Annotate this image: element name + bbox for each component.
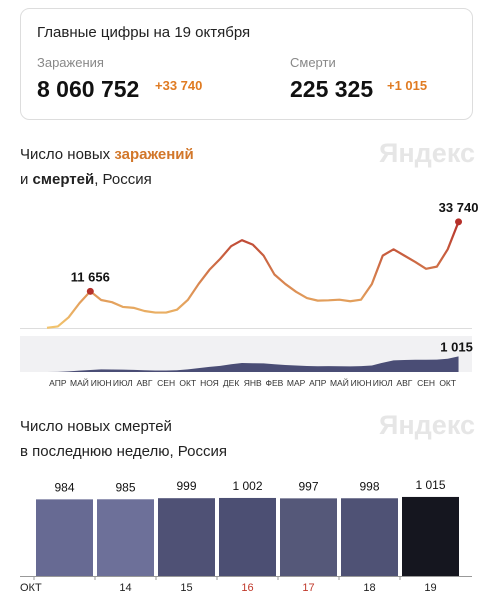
value-label: 984 bbox=[54, 480, 74, 494]
chart-title: Число новых заражений bbox=[20, 146, 194, 163]
bar bbox=[97, 499, 154, 576]
bar bbox=[36, 499, 93, 576]
point bbox=[86, 287, 94, 295]
bar bbox=[219, 497, 276, 576]
bar bbox=[402, 496, 459, 576]
value-label: 985 bbox=[115, 480, 135, 494]
chart-title: и смертей, Россия bbox=[20, 171, 152, 188]
x-tick-label: 15 bbox=[180, 582, 192, 594]
x-tick-label: АПР bbox=[49, 378, 67, 388]
summary-card bbox=[20, 8, 473, 120]
value-label: 11 656 bbox=[71, 269, 110, 284]
x-tick-label: 18 bbox=[363, 582, 375, 594]
x-tick-label: ОКТ bbox=[439, 378, 456, 388]
watermark: Яндекс bbox=[379, 138, 475, 168]
deaths-area bbox=[47, 356, 459, 372]
value-label: 997 bbox=[298, 479, 318, 493]
x-tick-label: АВГ bbox=[396, 378, 412, 388]
x-tick-label: СЕН bbox=[157, 378, 175, 388]
x-tick-label: НОЯ bbox=[200, 378, 219, 388]
increment: +1 015 bbox=[387, 78, 427, 93]
x-tick-label: ДЕК bbox=[223, 378, 239, 388]
value-label: 1 002 bbox=[232, 479, 262, 493]
chart-title: в последнюю неделю, Россия bbox=[20, 443, 227, 460]
x-tick-label: АПР bbox=[309, 378, 327, 388]
x-tick-label: ОКТ bbox=[20, 582, 42, 594]
total: 8 060 752 bbox=[37, 76, 139, 102]
x-tick-label: 16 bbox=[241, 582, 253, 594]
value-label: 998 bbox=[359, 479, 379, 493]
x-tick-label: ЯНВ bbox=[244, 378, 262, 388]
title-part: и bbox=[20, 171, 33, 188]
label: Заражения bbox=[37, 55, 104, 70]
title-part: заражений bbox=[114, 146, 193, 163]
x-tick-label: ИЮН bbox=[91, 378, 112, 388]
value-label: 999 bbox=[176, 479, 196, 493]
x-tick-label: ОКТ bbox=[179, 378, 196, 388]
label: Смерти bbox=[290, 55, 336, 70]
chart-title: Число новых смертей bbox=[20, 418, 172, 435]
cases-line bbox=[46, 221, 460, 329]
summary-title: Главные цифры на 19 октября bbox=[37, 24, 250, 41]
x-tick-label: МАР bbox=[287, 378, 306, 388]
x-tick-label: ИЮН bbox=[351, 378, 372, 388]
x-tick-label: ИЮЛ bbox=[113, 378, 133, 388]
total: 225 325 bbox=[290, 76, 373, 102]
increment: +33 740 bbox=[155, 78, 202, 93]
watermark: Яндекс bbox=[379, 410, 475, 440]
x-tick-label: 19 bbox=[424, 582, 436, 594]
title-part: Число новых bbox=[20, 146, 114, 163]
title-part: , Россия bbox=[94, 171, 152, 188]
title-part: смертей bbox=[33, 171, 95, 188]
value-label: 1 015 bbox=[415, 478, 445, 492]
x-tick-label: МАЙ bbox=[330, 377, 349, 388]
bar bbox=[280, 498, 337, 576]
point bbox=[455, 218, 463, 226]
x-tick-label: ИЮЛ bbox=[373, 378, 393, 388]
x-tick-label: МАЙ bbox=[70, 377, 89, 388]
x-tick-label: АВГ bbox=[136, 378, 152, 388]
x-tick-label: 14 bbox=[119, 582, 131, 594]
value-label: 33 740 bbox=[439, 200, 479, 215]
x-tick-label: СЕН bbox=[417, 378, 435, 388]
bar bbox=[341, 498, 398, 576]
x-tick-label: 17 bbox=[302, 582, 314, 594]
value-label: 1 015 bbox=[440, 339, 473, 354]
bar bbox=[158, 498, 215, 576]
x-tick-label: ФЕВ bbox=[266, 378, 284, 388]
